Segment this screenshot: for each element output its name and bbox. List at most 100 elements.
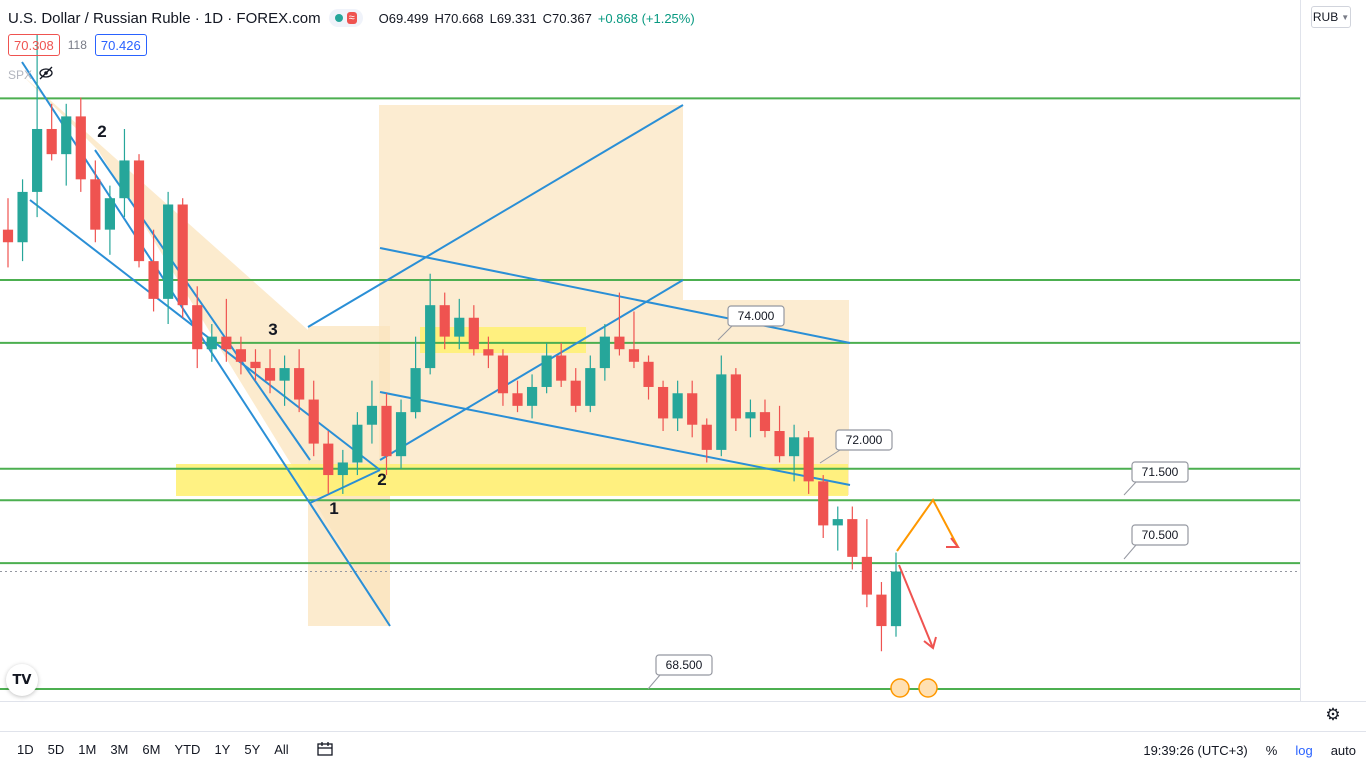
candle-body-22[interactable] (323, 443, 334, 476)
candle-body-18[interactable] (264, 368, 276, 381)
candle-body-19[interactable] (279, 368, 290, 381)
candle-body-33[interactable] (483, 349, 494, 356)
candle-body-34[interactable] (497, 355, 509, 394)
bullish-projection-arrow[interactable] (896, 498, 959, 552)
candle-body-42[interactable] (614, 336, 625, 350)
clock-readout[interactable]: 19:39:26 (UTC+3) (1143, 743, 1248, 758)
callout-box-1[interactable] (835, 429, 893, 451)
symbol-title[interactable]: U.S. Dollar / Russian Ruble · 1D · FOREX… (8, 9, 321, 27)
candle-body-43[interactable] (628, 349, 640, 362)
candle-body-58[interactable] (847, 519, 858, 557)
range-button-6m[interactable]: 6M (142, 742, 161, 757)
candle-body-7[interactable] (104, 198, 115, 230)
candle-body-4[interactable] (61, 116, 72, 155)
candle-body-3[interactable] (46, 128, 57, 155)
candle-body-32[interactable] (468, 317, 479, 350)
channel-line-5[interactable] (379, 279, 684, 461)
candle-body-53[interactable] (774, 431, 785, 457)
range-button-ytd[interactable]: YTD (174, 742, 201, 757)
candle-body-26[interactable] (381, 405, 392, 457)
candle-body-37[interactable] (541, 355, 552, 387)
candle-body-61[interactable] (890, 571, 902, 627)
candle-body-24[interactable] (352, 424, 363, 463)
range-button-3m[interactable]: 3M (110, 742, 129, 757)
candle-body-31[interactable] (454, 317, 465, 337)
candle-body-45[interactable] (657, 386, 669, 419)
candle-body-50[interactable] (730, 374, 741, 419)
candle-body-40[interactable] (585, 368, 596, 406)
channel-line-4[interactable] (307, 104, 684, 328)
range-button-1d[interactable]: 1D (17, 742, 34, 757)
candle-body-35[interactable] (512, 393, 523, 406)
channel-line-2[interactable] (94, 149, 311, 461)
callout-box-4[interactable] (655, 654, 713, 676)
channel-line-6[interactable] (379, 247, 851, 344)
candle-body-47[interactable] (687, 393, 698, 425)
market-status[interactable]: ≈ (328, 9, 363, 27)
range-button-all[interactable]: All (274, 742, 289, 757)
candle-body-23[interactable] (337, 462, 348, 476)
hidden-eye-icon[interactable] (38, 66, 54, 83)
candle-body-12[interactable] (177, 204, 188, 306)
candle-body-16[interactable] (235, 349, 247, 362)
candle-body-39[interactable] (570, 380, 581, 406)
range-button-1m[interactable]: 1M (78, 742, 97, 757)
candle-body-29[interactable] (425, 305, 436, 369)
time-axis[interactable] (0, 701, 1366, 729)
candle-body-0[interactable] (2, 229, 14, 243)
candle-body-55[interactable] (803, 437, 814, 482)
channel-line-3[interactable] (309, 469, 381, 504)
callout-box-3[interactable] (1131, 524, 1189, 546)
candle-body-14[interactable] (206, 336, 217, 350)
currency-button[interactable]: RUB ▼ (1311, 6, 1351, 28)
gear-icon[interactable]: ⚙ (1325, 705, 1341, 724)
channel-line-7[interactable] (379, 391, 851, 486)
candle-body-8[interactable] (119, 160, 130, 199)
candle-body-30[interactable] (439, 305, 450, 337)
candle-body-1[interactable] (17, 191, 28, 243)
candle-body-5[interactable] (75, 116, 86, 180)
candle-body-59[interactable] (861, 556, 872, 595)
candle-body-36[interactable] (526, 386, 538, 406)
candle-body-27[interactable] (395, 412, 407, 457)
candle-body-51[interactable] (745, 412, 756, 419)
price-axis[interactable] (1300, 0, 1366, 701)
us-event-icon[interactable] (890, 678, 910, 698)
date-range-icon[interactable] (310, 741, 340, 760)
channel-line-1[interactable] (29, 199, 381, 471)
candle-body-25[interactable] (366, 405, 378, 425)
callout-box-0[interactable] (727, 305, 785, 327)
candle-body-52[interactable] (759, 412, 771, 432)
candle-body-13[interactable] (192, 305, 203, 350)
sell-button[interactable]: 70.308 (8, 34, 60, 56)
log-toggle[interactable]: log (1295, 743, 1313, 758)
buy-button[interactable]: 70.426 (94, 34, 147, 56)
tradingview-logo[interactable]: TV (6, 664, 38, 696)
candle-body-44[interactable] (643, 361, 654, 387)
bearish-projection-arrow[interactable] (898, 564, 934, 649)
candle-body-2[interactable] (32, 128, 43, 192)
candle-body-48[interactable] (701, 424, 712, 450)
candle-body-9[interactable] (133, 160, 145, 262)
range-button-1y[interactable]: 1Y (214, 742, 231, 757)
candle-body-6[interactable] (90, 179, 101, 230)
candle-body-21[interactable] (308, 399, 319, 444)
candle-body-38[interactable] (556, 355, 567, 381)
range-button-5y[interactable]: 5Y (244, 742, 261, 757)
range-button-5d[interactable]: 5D (47, 742, 65, 757)
candle-body-49[interactable] (716, 374, 727, 450)
candle-body-10[interactable] (148, 261, 159, 299)
candle-body-54[interactable] (789, 437, 800, 457)
candle-body-15[interactable] (221, 336, 232, 350)
candle-body-11[interactable] (163, 204, 174, 299)
candle-body-20[interactable] (294, 368, 305, 400)
candle-body-28[interactable] (410, 368, 421, 413)
candle-body-56[interactable] (818, 481, 829, 526)
us-event-icon-2[interactable] (918, 678, 938, 698)
percent-toggle[interactable]: % (1265, 743, 1278, 758)
candle-body-17[interactable] (250, 361, 261, 369)
callout-box-2[interactable] (1131, 461, 1189, 483)
candle-body-41[interactable] (599, 336, 610, 369)
auto-toggle[interactable]: auto (1330, 743, 1356, 758)
